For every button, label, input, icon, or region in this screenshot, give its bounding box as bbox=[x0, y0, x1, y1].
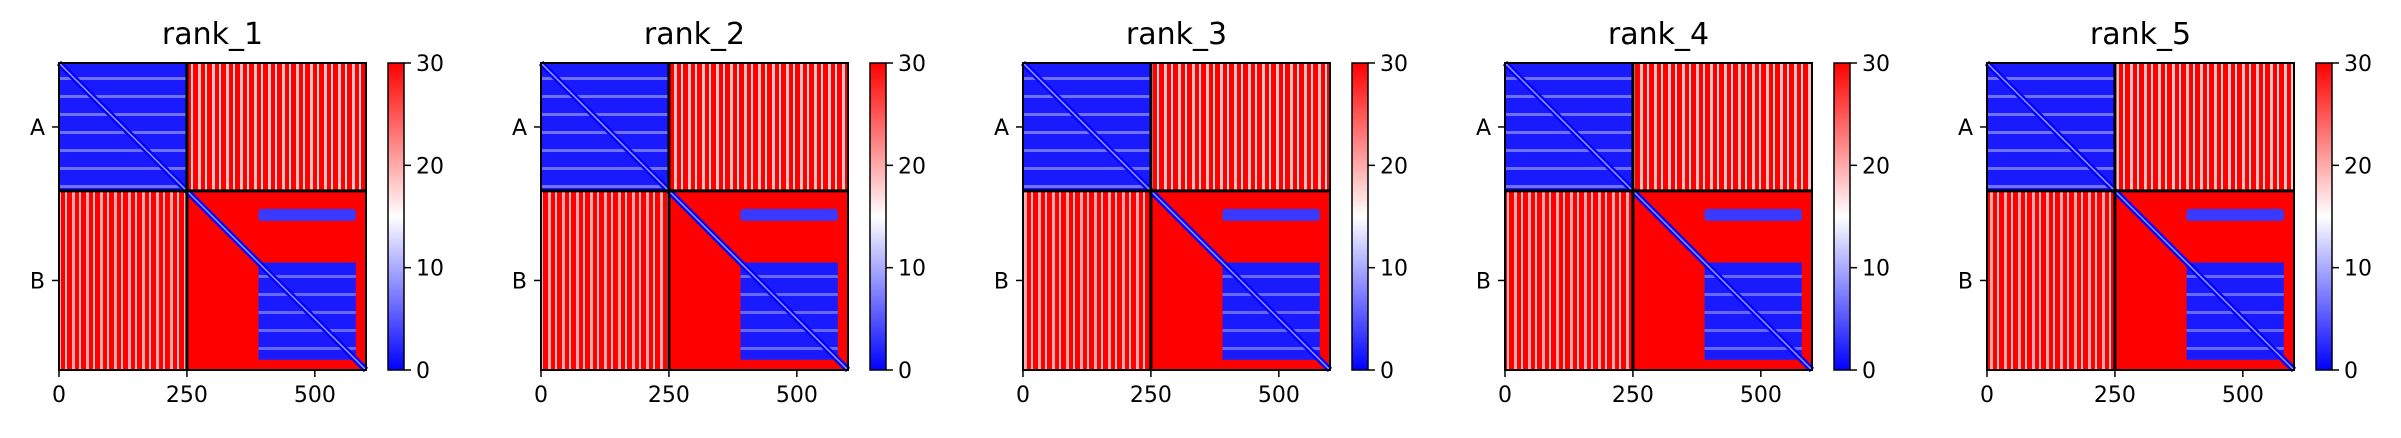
colorbar: 0 10 20 30 bbox=[1833, 52, 1890, 384]
y-chain-label: B bbox=[994, 269, 1009, 294]
colorbar-tick-label: 10 bbox=[1862, 257, 1890, 282]
panel-title: rank_3 bbox=[1126, 17, 1227, 52]
colorbar-tick-label: 30 bbox=[1862, 52, 1890, 77]
pae-panel-2: rank_2 0 250 500 A B 0 10 20 30 bbox=[512, 17, 926, 408]
colorbar-tick-label: 0 bbox=[2344, 359, 2358, 384]
colorbar-gradient bbox=[1834, 63, 1850, 370]
colorbar-tick-label: 10 bbox=[898, 257, 926, 282]
colorbar-tick-label: 10 bbox=[2344, 257, 2372, 282]
x-tick-label: 250 bbox=[648, 383, 690, 408]
colorbar-tick-label: 0 bbox=[898, 359, 912, 384]
x-tick-label: 500 bbox=[1258, 383, 1300, 408]
pae-diagonal-edge bbox=[540, 62, 849, 371]
pae-block-a-b bbox=[2114, 63, 2294, 191]
pae-diagonal-edge bbox=[1504, 62, 1813, 371]
pae-block-b-a bbox=[59, 190, 187, 370]
y-chain-label: A bbox=[512, 116, 527, 141]
pae-block-b-a bbox=[1987, 190, 2115, 370]
pae-block-a-b bbox=[668, 63, 848, 191]
pae-block-b-a bbox=[1505, 190, 1633, 370]
colorbar-tick-label: 10 bbox=[416, 257, 444, 282]
colorbar-tick-label: 20 bbox=[1862, 154, 1890, 179]
pae-band bbox=[1704, 208, 1802, 221]
y-chain-label: A bbox=[1476, 116, 1491, 141]
colorbar-gradient bbox=[2316, 63, 2332, 370]
colorbar-frame bbox=[869, 62, 887, 371]
colorbar-tick-label: 30 bbox=[1380, 52, 1408, 77]
pae-block-b-a bbox=[1023, 190, 1151, 370]
colorbar-tick-label: 30 bbox=[898, 52, 926, 77]
colorbar: 0 10 20 30 bbox=[387, 52, 444, 384]
x-tick-label: 250 bbox=[1612, 383, 1654, 408]
y-chain-label: B bbox=[1958, 269, 1973, 294]
colorbar-gradient bbox=[1352, 63, 1368, 370]
colorbar: 0 10 20 30 bbox=[2315, 52, 2372, 384]
y-chain-label: A bbox=[30, 116, 45, 141]
pae-panel-1: rank_1 0 250 500 A B 0 10 20 30 bbox=[30, 17, 444, 408]
pae-block-a-b bbox=[186, 63, 366, 191]
pae-panel-5: rank_5 0 250 500 A B 0 10 20 30 bbox=[1958, 17, 2372, 408]
y-chain-label: B bbox=[1476, 269, 1491, 294]
x-tick-label: 500 bbox=[776, 383, 818, 408]
pae-diagonal-edge bbox=[1986, 62, 2295, 371]
colorbar-tick-label: 0 bbox=[1862, 359, 1876, 384]
colorbar-frame bbox=[1351, 62, 1369, 371]
colorbar-frame bbox=[1833, 62, 1851, 371]
y-chain-label: B bbox=[30, 269, 45, 294]
panel-title: rank_4 bbox=[1608, 17, 1709, 52]
y-chain-label: A bbox=[1958, 116, 1973, 141]
colorbar-tick-label: 10 bbox=[1380, 257, 1408, 282]
pae-band bbox=[740, 208, 838, 221]
pae-diagonal-edge bbox=[58, 62, 367, 371]
axes-frame bbox=[1504, 62, 1813, 371]
x-tick-label: 500 bbox=[1740, 383, 1782, 408]
colorbar-tick-label: 0 bbox=[1380, 359, 1394, 384]
colorbar: 0 10 20 30 bbox=[1351, 52, 1408, 384]
axes-frame bbox=[540, 62, 849, 371]
colorbar-tick-label: 20 bbox=[2344, 154, 2372, 179]
y-chain-label: B bbox=[512, 269, 527, 294]
x-tick-label: 0 bbox=[1980, 383, 1994, 408]
x-tick-label: 500 bbox=[294, 383, 336, 408]
x-tick-label: 0 bbox=[1016, 383, 1030, 408]
pae-panel-3: rank_3 0 250 500 A B 0 10 20 30 bbox=[994, 17, 1408, 408]
x-tick-label: 250 bbox=[1130, 383, 1172, 408]
x-tick-label: 500 bbox=[2222, 383, 2264, 408]
colorbar-gradient bbox=[388, 63, 404, 370]
pae-diagonal-edge bbox=[1022, 62, 1331, 371]
pae-block-b-a bbox=[541, 190, 669, 370]
x-tick-label: 250 bbox=[2094, 383, 2136, 408]
x-tick-label: 0 bbox=[52, 383, 66, 408]
pae-band bbox=[258, 208, 356, 221]
x-tick-label: 0 bbox=[534, 383, 548, 408]
colorbar-tick-label: 20 bbox=[1380, 154, 1408, 179]
panel-title: rank_2 bbox=[644, 17, 745, 52]
colorbar-tick-label: 20 bbox=[416, 154, 444, 179]
y-chain-label: A bbox=[994, 116, 1009, 141]
panel-title: rank_5 bbox=[2090, 17, 2191, 52]
pae-band bbox=[2186, 208, 2284, 221]
colorbar: 0 10 20 30 bbox=[869, 52, 926, 384]
axes-frame bbox=[58, 62, 367, 371]
colorbar-gradient bbox=[870, 63, 886, 370]
colorbar-frame bbox=[2315, 62, 2333, 371]
pae-panel-4: rank_4 0 250 500 A B 0 10 20 30 bbox=[1476, 17, 1890, 408]
pae-band bbox=[1222, 208, 1320, 221]
pae-block-a-b bbox=[1150, 63, 1330, 191]
colorbar-tick-label: 30 bbox=[416, 52, 444, 77]
colorbar-tick-label: 20 bbox=[898, 154, 926, 179]
axes-frame bbox=[1986, 62, 2295, 371]
pae-block-a-b bbox=[1632, 63, 1812, 191]
colorbar-tick-label: 0 bbox=[416, 359, 430, 384]
x-tick-label: 250 bbox=[166, 383, 208, 408]
x-tick-label: 0 bbox=[1498, 383, 1512, 408]
colorbar-frame bbox=[387, 62, 405, 371]
axes-frame bbox=[1022, 62, 1331, 371]
panel-title: rank_1 bbox=[162, 17, 263, 52]
colorbar-tick-label: 30 bbox=[2344, 52, 2372, 77]
